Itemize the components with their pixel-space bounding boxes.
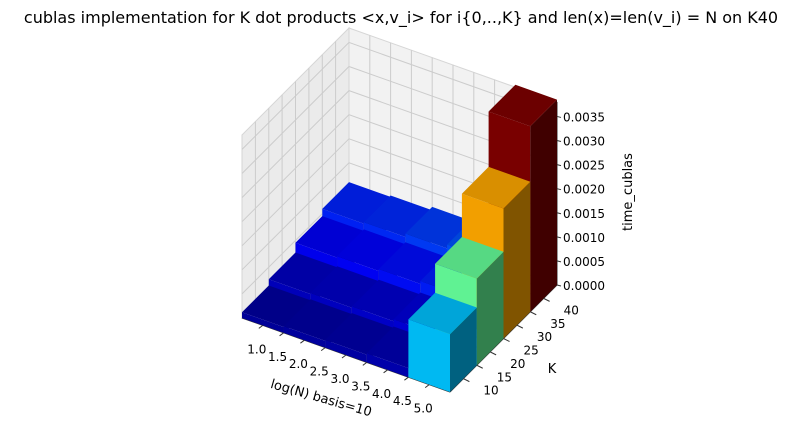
- bar-front-face: [366, 353, 409, 378]
- x-tick-mark: [424, 384, 430, 389]
- bar-front-face: [325, 339, 367, 363]
- z-tick-mark: [556, 164, 562, 167]
- y-tick-mark: [489, 351, 497, 356]
- x-tick-label: 1.0: [247, 342, 266, 356]
- y-tick-label: 30: [537, 330, 552, 344]
- z-tick-label: 0.0005: [563, 255, 605, 269]
- tick-labels: 1.01.52.02.53.03.54.04.55.0 1015202530354…: [247, 110, 605, 415]
- chart-title: cublas implementation for K dot products…: [23, 8, 779, 27]
- bar-front-face: [283, 326, 326, 348]
- bar-front-face: [408, 319, 450, 392]
- y-tick-label: 25: [524, 344, 539, 358]
- z-tick-label: 0.0035: [563, 110, 605, 124]
- y-tick-mark: [503, 338, 510, 342]
- bars: [242, 84, 557, 392]
- z-tick-mark: [556, 236, 562, 239]
- bar-top-face: [488, 84, 557, 127]
- z-gridline: [241, 114, 558, 223]
- y-tick-label: 35: [550, 317, 565, 331]
- z-tick-label: 0.0020: [563, 183, 605, 197]
- bar-top-face: [408, 292, 477, 335]
- x-tick-mark: [362, 361, 368, 366]
- z-tick-label: 0.0030: [563, 135, 605, 149]
- x-tick-mark: [341, 354, 347, 359]
- x-tick-mark: [258, 324, 264, 329]
- x-tick-label: 4.5: [393, 394, 412, 408]
- y-tick-label: 40: [564, 303, 579, 317]
- z-tick-label: 0.0010: [563, 231, 605, 245]
- z-axis-label: time_cublas: [621, 153, 636, 231]
- x-tick-label: 3.5: [351, 379, 370, 393]
- x-tick-mark: [383, 369, 388, 374]
- x-tick-label: 3.0: [330, 372, 349, 386]
- y-tick-mark: [516, 324, 524, 329]
- bar-front-face: [242, 312, 284, 333]
- bar-side-face: [450, 307, 477, 392]
- y-axis-label: K: [548, 362, 557, 377]
- z-tick-mark: [556, 115, 562, 118]
- bar-top-face: [435, 237, 504, 279]
- z-gridline: [241, 41, 558, 150]
- x-tick-mark: [279, 332, 284, 337]
- z-gridline: [241, 65, 558, 174]
- y-tick-label: 15: [497, 370, 512, 384]
- z-tick-mark: [556, 140, 562, 143]
- x-tick-label: 2.5: [310, 365, 329, 379]
- z-tick-label: 0.0000: [563, 279, 605, 293]
- z-gridline: [241, 90, 558, 198]
- bar-side-face: [530, 99, 557, 312]
- x-tick-mark: [404, 376, 409, 381]
- z-tick-mark: [556, 188, 562, 191]
- bar-top-face: [461, 166, 531, 209]
- x-tick-mark: [300, 339, 305, 344]
- z-tick-label: 0.0015: [563, 207, 605, 221]
- z-tick-mark: [556, 260, 562, 263]
- y-tick-mark: [530, 311, 537, 316]
- y-tick-mark: [543, 297, 550, 302]
- y-tick-mark: [476, 364, 483, 369]
- z-tick-mark: [556, 284, 562, 287]
- z-tick-label: 0.0025: [563, 159, 605, 173]
- y-tick-mark: [463, 378, 470, 383]
- y-tick-label: 20: [510, 357, 525, 371]
- y-tick-label: 10: [483, 384, 498, 398]
- x-tick-label: 2.0: [289, 357, 308, 371]
- x-tick-label: 1.5: [268, 350, 287, 364]
- z-tick-mark: [556, 212, 562, 215]
- bar: [408, 292, 477, 392]
- bar-side-face: [503, 181, 531, 339]
- x-tick-label: 5.0: [414, 402, 433, 416]
- bar-side-face: [476, 251, 504, 366]
- x-tick-mark: [320, 347, 326, 352]
- x-tick-label: 4.0: [372, 387, 391, 401]
